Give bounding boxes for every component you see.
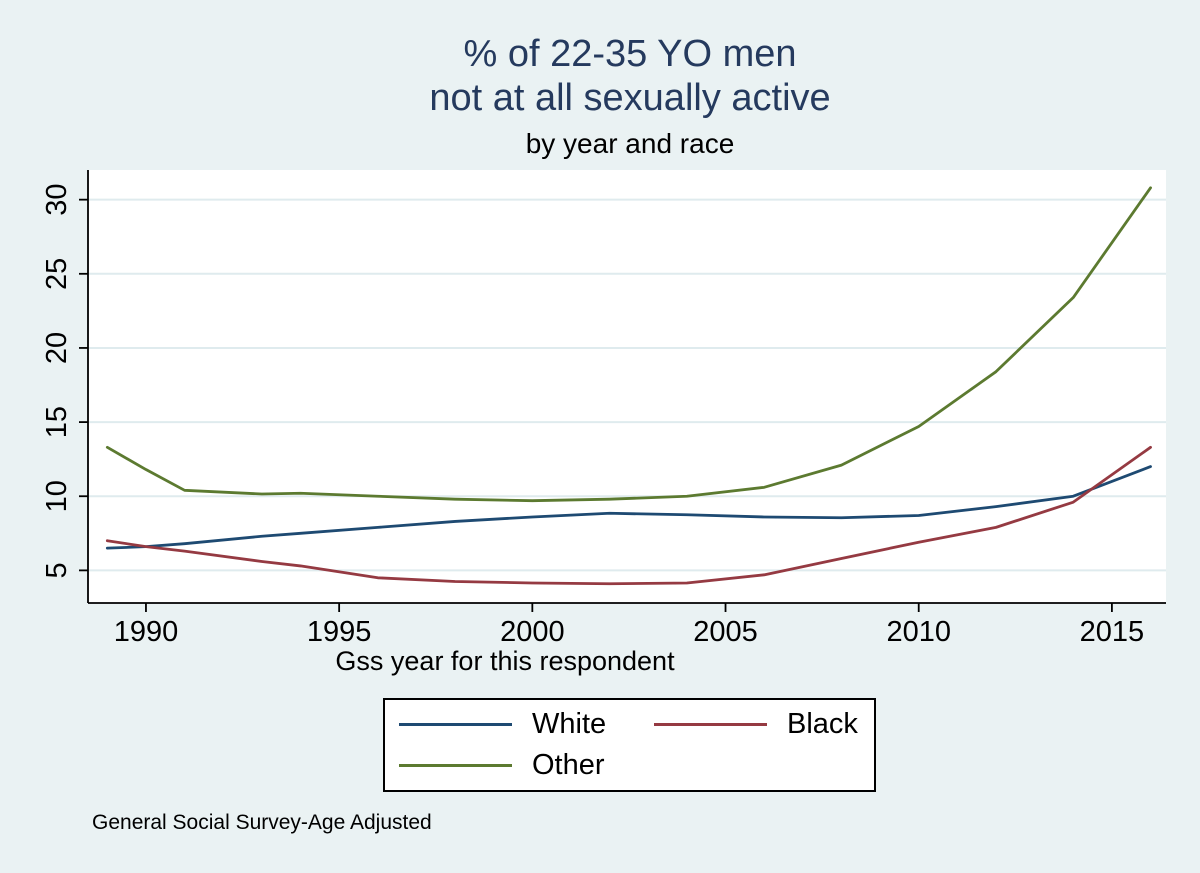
legend-item-white: White [399,708,654,741]
legend-label-other: Other [532,749,605,781]
x-tick-label: 2000 [500,616,565,648]
legend-row-1: White Black [399,704,874,745]
x-tick-label: 2010 [886,616,951,648]
legend-label-black: Black [787,708,858,740]
chart-legend: White Black Other [383,698,876,792]
title-line-2: not at all sexually active [429,77,831,119]
series-line-white [105,465,1152,550]
white-series-line-swatch [399,723,512,726]
black-series-line-swatch [654,723,767,726]
y-tick-label: 25 [41,258,73,290]
title-line-1: % of 22-35 YO men [463,33,797,75]
y-tick-label: 5 [41,562,73,578]
x-axis-title: Gss year for this respondent [335,646,675,676]
legend-label-white: White [532,708,607,740]
x-tick-label: 1990 [114,616,179,648]
y-tick-label: 15 [41,406,73,438]
y-tick-label: 20 [41,332,73,364]
series-line-black [105,445,1152,586]
page-title: % of 22-35 YO men not at all sexually ac… [60,32,1200,120]
source-note: General Social Survey-Age Adjusted [92,811,432,834]
y-tick-label: 30 [41,184,73,216]
other-series-line-swatch [399,764,512,767]
line-chart-plot-area: 5 10 15 20 25 30 1990 1995 2000 2005 2010 2015 [41,170,1166,648]
x-tick-label: 2015 [1080,616,1145,648]
legend-item-black: Black [654,708,909,741]
legend-item-other: Other [399,749,654,782]
series-line-other [105,186,1152,503]
legend-row-2: Other [399,745,874,786]
y-tick-label: 10 [41,480,73,512]
x-tick-label: 1995 [307,616,372,648]
plot-background [88,170,1166,603]
chart-subtitle: by year and race [525,128,735,159]
x-tick-label: 2005 [693,616,758,648]
